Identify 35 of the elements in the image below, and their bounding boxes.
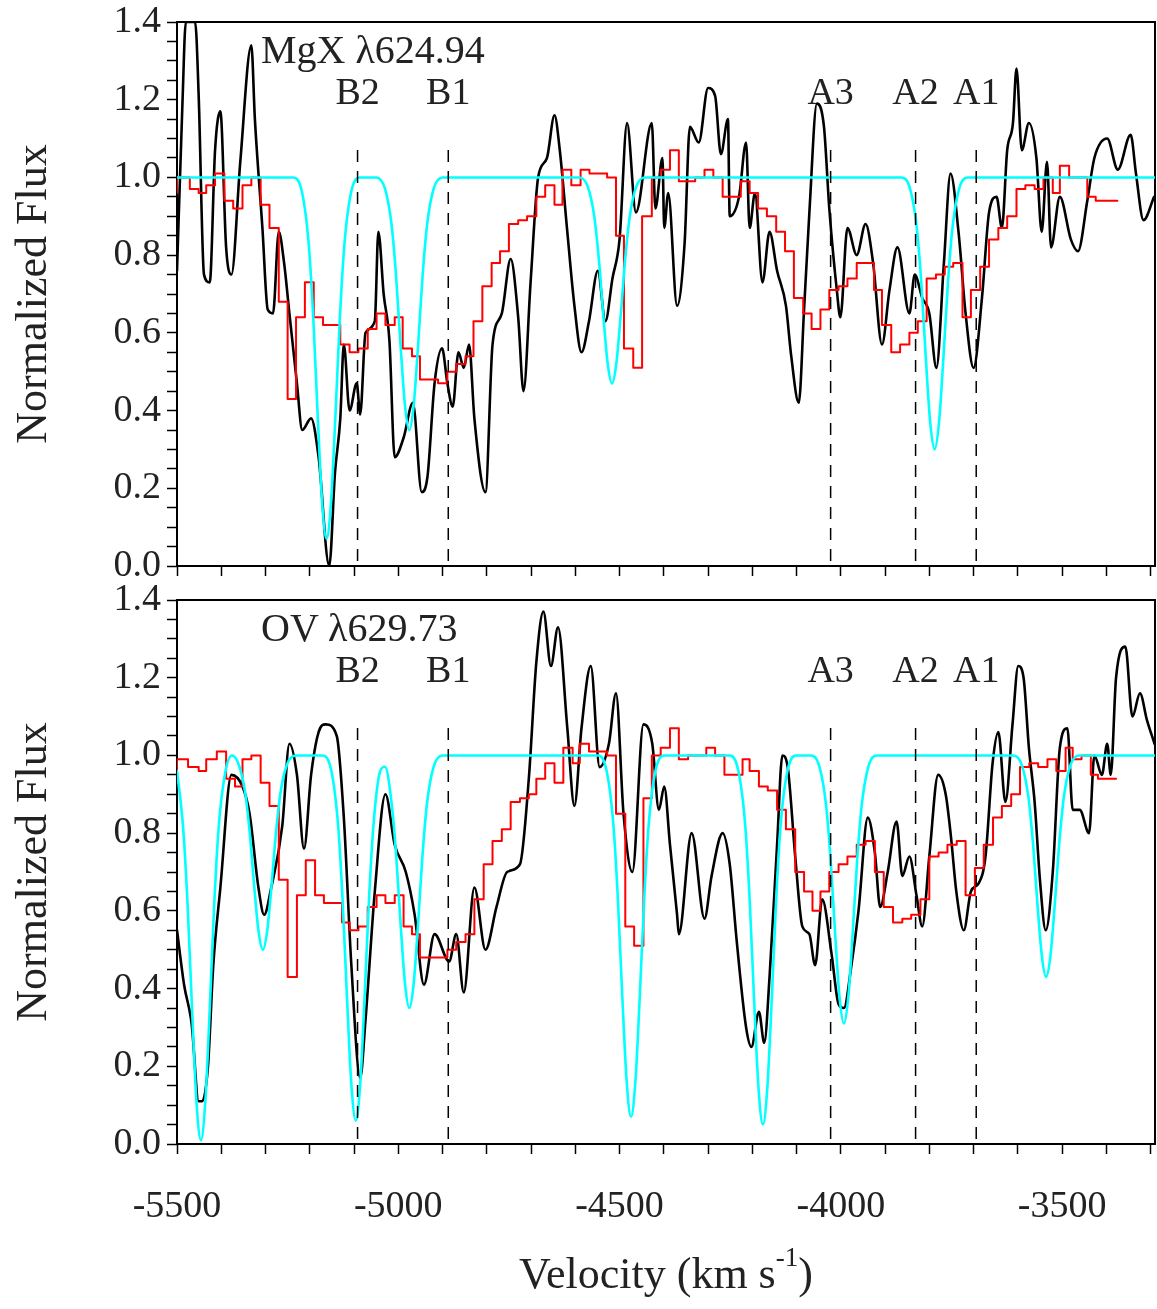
ref-line-label: A1 [953, 69, 1000, 112]
y-tick-label: 0.6 [113, 308, 161, 351]
y-tick-label: 1.2 [113, 653, 161, 696]
y-tick-label: 0.4 [113, 386, 161, 429]
line-series [177, 754, 1155, 1142]
y-axis-title: Normalized Flux [6, 144, 56, 444]
ref-line-label: B2 [335, 69, 380, 112]
x-tick-label: -4500 [575, 1182, 664, 1225]
y-tick-label: 0.8 [113, 231, 161, 274]
y-axis-title: Normalized Flux [6, 722, 56, 1022]
ref-line-label: A3 [807, 69, 854, 112]
x-tick-label: -5500 [132, 1182, 222, 1225]
y-tick-label: 0.0 [113, 1119, 161, 1162]
y-tick-label: 1.2 [113, 75, 161, 118]
ref-line-label: A1 [953, 647, 1000, 690]
y-tick-label: 1.4 [113, 0, 161, 40]
y-tick-label: 0.6 [113, 886, 161, 929]
ref-line-label: B1 [426, 647, 471, 690]
y-tick-label: 0.2 [113, 464, 161, 507]
annotation: MgX λ624.94 [261, 26, 485, 72]
y-tick-label: 0.8 [113, 809, 161, 852]
ref-line-label: B2 [335, 647, 380, 690]
ref-line-label: A2 [892, 647, 939, 690]
x-tick-label: -5000 [353, 1182, 443, 1225]
ref-line-label: A3 [807, 647, 854, 690]
line-series [177, 176, 1155, 541]
ref-line-label: A2 [892, 69, 939, 112]
x-tick-label: -4000 [796, 1182, 886, 1225]
ref-line-label: B1 [426, 69, 471, 112]
y-tick-label: 1.0 [113, 153, 161, 196]
y-tick-label: 1.0 [113, 731, 161, 774]
y-tick-label: 0.2 [113, 1042, 161, 1085]
x-tick-label: -3500 [1017, 1182, 1107, 1225]
y-tick-label: 0.4 [113, 964, 161, 1007]
annotation: OV λ629.73 [261, 604, 458, 650]
